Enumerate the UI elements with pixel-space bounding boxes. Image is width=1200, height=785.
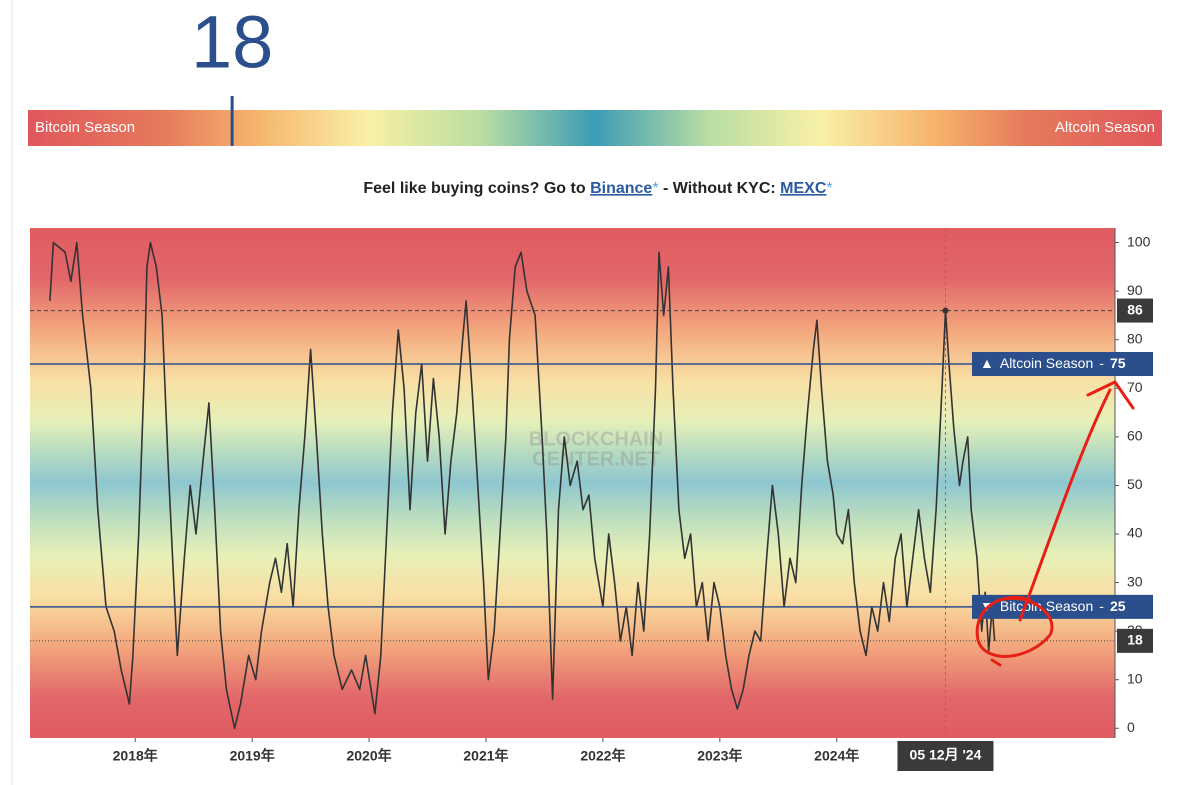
promo-text: Feel like buying coins? Go to bbox=[363, 180, 590, 197]
plot-background bbox=[30, 228, 1115, 738]
x-tick-label: 2024年 bbox=[814, 748, 859, 764]
crosshair-box bbox=[897, 741, 994, 771]
index-value: 18 bbox=[191, 1, 273, 84]
y-tick-label: 90 bbox=[1127, 282, 1143, 298]
threshold-label: Altcoin Season bbox=[1000, 355, 1093, 371]
season-bar bbox=[28, 110, 1162, 146]
reference-label: 86 bbox=[1127, 301, 1143, 317]
reference-label: 18 bbox=[1127, 632, 1143, 648]
threshold-separator: - bbox=[1099, 598, 1104, 614]
threshold-marker: ▼ bbox=[980, 598, 994, 614]
reference-label-box bbox=[1117, 628, 1153, 653]
watermark: BLOCKCHAIN bbox=[529, 428, 663, 450]
y-tick-label: 30 bbox=[1127, 573, 1143, 589]
y-tick-label: 40 bbox=[1127, 525, 1143, 541]
hand-annotation bbox=[975, 380, 1135, 667]
threshold-value: 75 bbox=[1110, 355, 1126, 371]
x-tick-label: 2022年 bbox=[580, 748, 625, 764]
y-tick-label: 70 bbox=[1127, 379, 1143, 395]
threshold-separator: - bbox=[1099, 355, 1104, 371]
bar-left-label: Bitcoin Season bbox=[35, 119, 135, 136]
y-tick-label: 10 bbox=[1127, 670, 1143, 686]
x-tick-label: 2023年 bbox=[697, 748, 742, 764]
threshold-marker: ▲ bbox=[980, 355, 994, 371]
x-tick-label: 2021年 bbox=[463, 748, 508, 764]
bar-right-label: Altcoin Season bbox=[1055, 119, 1155, 136]
binance-link[interactable]: Binance bbox=[590, 180, 652, 197]
y-tick-label: 0 bbox=[1127, 719, 1135, 735]
promo-mid: - Without KYC: bbox=[659, 180, 781, 197]
reference-label-box bbox=[1117, 298, 1153, 323]
threshold-value: 25 bbox=[1110, 598, 1126, 614]
threshold-box bbox=[972, 352, 1153, 376]
plot: BLOCKCHAIN CENTER.NET 010203040506070809… bbox=[30, 228, 1162, 771]
y-tick-label: 50 bbox=[1127, 476, 1143, 492]
star: * bbox=[826, 180, 832, 197]
watermark: CENTER.NET bbox=[532, 448, 660, 470]
y-tick-label: 60 bbox=[1127, 428, 1143, 444]
x-tick-label: 2018年 bbox=[113, 748, 158, 764]
mexc-link[interactable]: MEXC bbox=[780, 180, 827, 197]
index-line bbox=[49, 241, 996, 730]
promo: Feel like buying coins? Go to Binance* -… bbox=[363, 180, 832, 197]
x-tick-label: 2019年 bbox=[230, 748, 275, 764]
y-tick-label: 80 bbox=[1127, 330, 1143, 346]
star: * bbox=[652, 180, 658, 197]
crosshair-dot bbox=[942, 307, 949, 314]
crosshair-label: 05 12月 '24 bbox=[910, 747, 982, 763]
y-tick-label: 100 bbox=[1127, 233, 1151, 249]
threshold-label: ▲ Altcoin Season -75 bbox=[980, 355, 1126, 371]
x-tick-label: 2020年 bbox=[346, 748, 391, 764]
